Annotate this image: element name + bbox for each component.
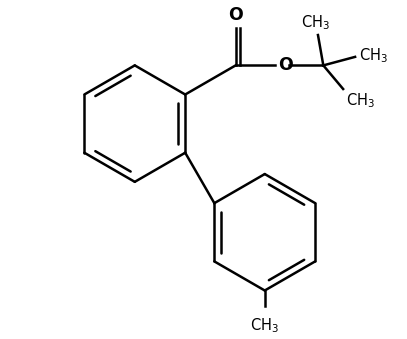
- Text: O: O: [228, 6, 243, 24]
- Text: CH$_3$: CH$_3$: [346, 92, 375, 111]
- Text: CH$_3$: CH$_3$: [250, 317, 279, 335]
- Text: CH$_3$: CH$_3$: [302, 13, 330, 32]
- Text: O: O: [278, 56, 293, 74]
- Text: CH$_3$: CH$_3$: [359, 46, 388, 65]
